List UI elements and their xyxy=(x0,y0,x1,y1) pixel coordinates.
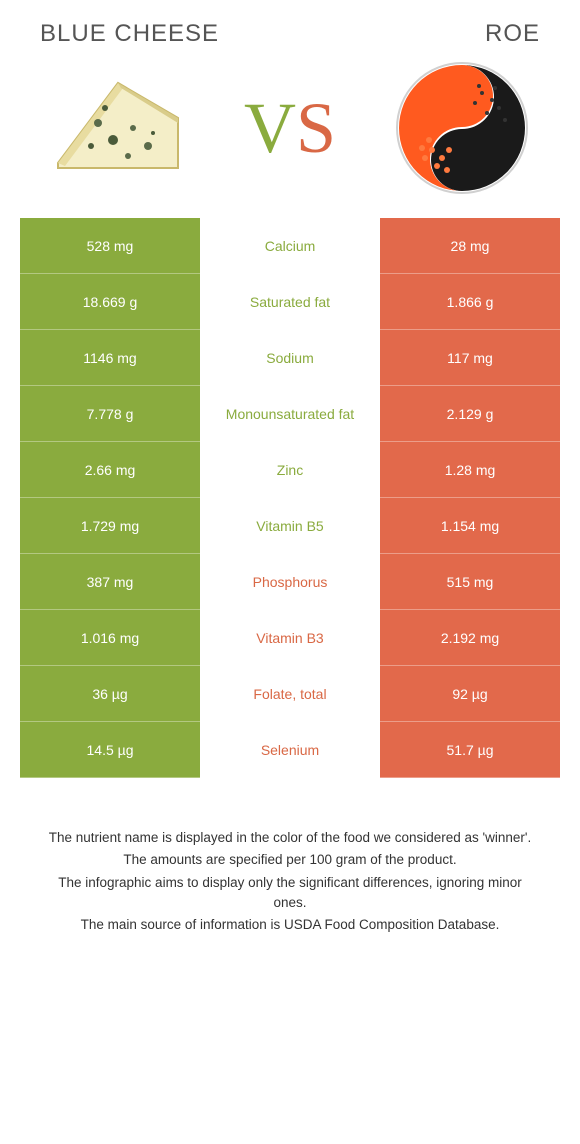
nutrient-label-cell: Sodium xyxy=(200,330,380,386)
right-value-cell: 2.192 mg xyxy=(380,610,560,666)
table-row: 18.669 gSaturated fat1.866 g xyxy=(20,274,560,330)
left-food-title: BLUE CHEESE xyxy=(40,20,219,48)
table-row: 387 mgPhosphorus515 mg xyxy=(20,554,560,610)
nutrient-label-cell: Folate, total xyxy=(200,666,380,722)
nutrient-label-cell: Selenium xyxy=(200,722,380,778)
table-row: 7.778 gMonounsaturated fat2.129 g xyxy=(20,386,560,442)
nutrient-comparison-table: 528 mgCalcium28 mg18.669 gSaturated fat1… xyxy=(20,218,560,778)
roe-icon xyxy=(387,58,537,198)
right-value-cell: 1.28 mg xyxy=(380,442,560,498)
nutrient-label-cell: Calcium xyxy=(200,218,380,274)
footnote-line: The main source of information is USDA F… xyxy=(40,915,540,935)
nutrient-label-cell: Vitamin B3 xyxy=(200,610,380,666)
table-row: 14.5 µgSelenium51.7 µg xyxy=(20,722,560,778)
footnote-line: The amounts are specified per 100 gram o… xyxy=(40,850,540,870)
table-row: 36 µgFolate, total92 µg xyxy=(20,666,560,722)
vs-label: VS xyxy=(244,87,336,170)
left-value-cell: 2.66 mg xyxy=(20,442,200,498)
vs-s-letter: S xyxy=(296,88,336,168)
footnotes: The nutrient name is displayed in the co… xyxy=(20,778,560,935)
left-value-cell: 7.778 g xyxy=(20,386,200,442)
infographic-container: BLUE CHEESE ROE VS xyxy=(0,0,580,935)
left-value-cell: 14.5 µg xyxy=(20,722,200,778)
right-value-cell: 92 µg xyxy=(380,666,560,722)
header-row: BLUE CHEESE ROE xyxy=(20,20,560,63)
left-value-cell: 36 µg xyxy=(20,666,200,722)
nutrient-label-cell: Phosphorus xyxy=(200,554,380,610)
table-row: 1.729 mgVitamin B51.154 mg xyxy=(20,498,560,554)
left-value-cell: 528 mg xyxy=(20,218,200,274)
right-value-cell: 1.866 g xyxy=(380,274,560,330)
nutrient-label-cell: Zinc xyxy=(200,442,380,498)
right-value-cell: 117 mg xyxy=(380,330,560,386)
right-value-cell: 1.154 mg xyxy=(380,498,560,554)
right-value-cell: 515 mg xyxy=(380,554,560,610)
footnote-line: The nutrient name is displayed in the co… xyxy=(40,828,540,848)
left-value-cell: 387 mg xyxy=(20,554,200,610)
table-body: 528 mgCalcium28 mg18.669 gSaturated fat1… xyxy=(20,218,560,778)
right-food-title: ROE xyxy=(485,20,540,48)
footnote-line: The infographic aims to display only the… xyxy=(40,873,540,914)
table-row: 528 mgCalcium28 mg xyxy=(20,218,560,274)
table-row: 1146 mgSodium117 mg xyxy=(20,330,560,386)
nutrient-label-cell: Monounsaturated fat xyxy=(200,386,380,442)
left-value-cell: 1146 mg xyxy=(20,330,200,386)
left-value-cell: 1.729 mg xyxy=(20,498,200,554)
roe-image xyxy=(385,63,540,193)
images-row: VS xyxy=(20,63,560,218)
cheese-icon xyxy=(43,68,193,188)
right-value-cell: 28 mg xyxy=(380,218,560,274)
nutrient-label-cell: Saturated fat xyxy=(200,274,380,330)
left-value-cell: 1.016 mg xyxy=(20,610,200,666)
right-value-cell: 51.7 µg xyxy=(380,722,560,778)
table-row: 2.66 mgZinc1.28 mg xyxy=(20,442,560,498)
vs-v-letter: V xyxy=(244,88,296,168)
table-row: 1.016 mgVitamin B32.192 mg xyxy=(20,610,560,666)
blue-cheese-image xyxy=(40,63,195,193)
left-value-cell: 18.669 g xyxy=(20,274,200,330)
nutrient-label-cell: Vitamin B5 xyxy=(200,498,380,554)
right-value-cell: 2.129 g xyxy=(380,386,560,442)
